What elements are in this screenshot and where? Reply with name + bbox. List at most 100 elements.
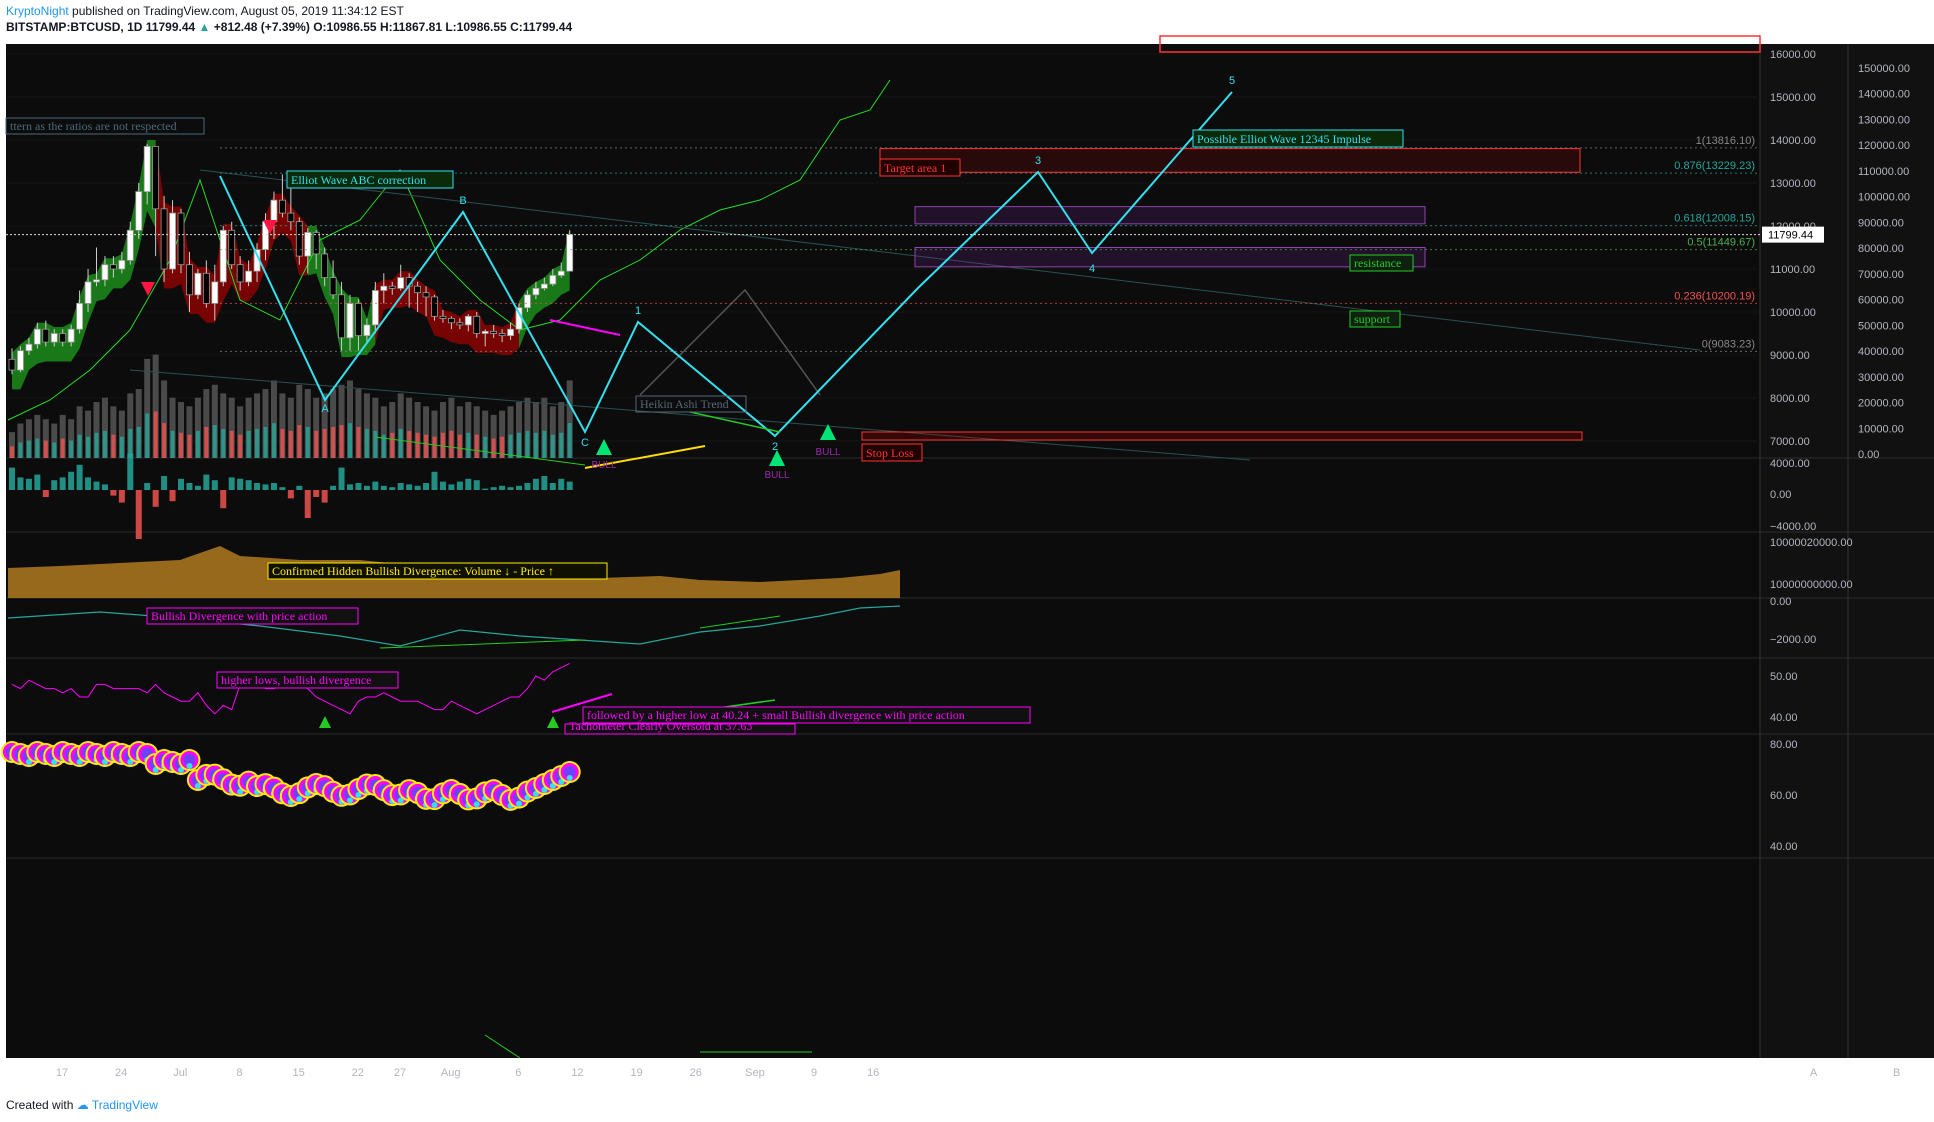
volume-bar	[135, 389, 142, 458]
macd-bar	[186, 483, 193, 490]
macd-bar	[76, 464, 83, 490]
tachometer-note: Tachometer Clearly Oversold at 37.63	[569, 719, 752, 733]
trend-line-upper	[199, 169, 1701, 351]
macd-bar	[516, 485, 522, 490]
volume-bar-inner	[136, 426, 141, 458]
candle	[422, 292, 430, 298]
volume-bar-inner	[491, 438, 496, 458]
wave-point-label: 5	[1229, 75, 1235, 87]
wave-point-label: B	[459, 195, 466, 207]
price-tick-label: 11000.00	[1770, 264, 1815, 276]
volume-bar-inner	[339, 425, 344, 458]
low-value: 10986.55	[456, 20, 507, 34]
tradingview-logo-icon[interactable]: ☁	[76, 1098, 89, 1112]
candle	[245, 270, 253, 283]
x-tick-label: Jul	[173, 1067, 187, 1079]
volume-bar	[110, 406, 117, 458]
volume-bar-inner	[94, 432, 99, 458]
candle	[101, 264, 109, 281]
price-scale-background	[1760, 44, 1934, 1058]
volume-bar-inner	[525, 430, 530, 458]
x-tick-label: 19	[630, 1067, 642, 1079]
macd-bar	[220, 490, 227, 509]
macd-bar	[110, 490, 117, 496]
volume-bar-inner	[255, 428, 260, 458]
candle	[371, 290, 379, 326]
volume-bar	[42, 419, 49, 458]
candle	[202, 272, 210, 304]
macd-bar	[279, 487, 286, 490]
wave-point-label: 4	[1089, 263, 1095, 275]
volume-bar	[220, 393, 227, 458]
candle	[126, 229, 134, 261]
volume-bar	[507, 406, 514, 458]
volume-bar-inner	[263, 426, 268, 458]
macd-bar	[524, 483, 531, 490]
bull-signal-icon	[769, 450, 785, 466]
macd-tick-label: 4000.00	[1770, 458, 1810, 470]
x-tick-label: 12	[571, 1067, 583, 1079]
ohlc-line: BITSTAMP:BTCUSD, 1D 11799.44 ▲ +812.48 (…	[6, 20, 572, 34]
candle	[304, 232, 312, 257]
top-target-box	[1159, 35, 1761, 53]
support-label-box	[1349, 310, 1401, 328]
chart-background	[6, 44, 1934, 1058]
volume-tick-label: 100000.00	[1858, 192, 1910, 204]
volume-bar-inner	[10, 446, 14, 458]
impulse-label: Possible Elliot Wave 12345 Impulse	[1197, 132, 1371, 146]
x-tick-label: 22	[352, 1067, 364, 1079]
macd-bar	[68, 471, 75, 490]
tradingview-link[interactable]: TradingView	[91, 1098, 158, 1112]
candle	[118, 259, 126, 270]
macd-bar	[330, 485, 337, 490]
macd-bar	[355, 483, 362, 490]
volume-tick-label: 60000.00	[1858, 295, 1904, 307]
candle	[42, 328, 50, 343]
candle	[549, 275, 557, 285]
osc-bubble	[355, 792, 362, 799]
volume-bar	[59, 414, 66, 458]
volume-bar-inner	[424, 434, 429, 458]
volume-bar	[169, 397, 176, 458]
macd-bar	[228, 477, 235, 490]
volume-bar-inner	[128, 428, 133, 458]
candle	[456, 322, 464, 326]
macd-bar	[51, 480, 58, 490]
volume-bar-inner	[111, 434, 116, 458]
volume-bar-inner	[407, 430, 412, 458]
osc-divergence-line	[484, 1034, 521, 1059]
candle	[321, 253, 329, 278]
volume-bar-inner	[102, 430, 107, 458]
volume-bar	[34, 414, 41, 458]
author-link[interactable]: KryptoNight	[6, 4, 69, 18]
wave-point-label: 2	[772, 441, 778, 453]
resistance-box	[914, 206, 1426, 225]
volume-bar	[431, 410, 438, 458]
volume-bar-inner	[542, 430, 547, 458]
candle	[397, 277, 405, 289]
obv-divergence-label: Confirmed Hidden Bullish Divergence: Vol…	[272, 564, 554, 578]
volume-bar-inner	[187, 434, 192, 458]
candle	[50, 333, 58, 343]
candle	[388, 285, 396, 289]
macd-bar	[389, 487, 396, 490]
volume-bar	[211, 384, 218, 458]
candle	[473, 315, 481, 334]
macd-bar	[372, 481, 379, 490]
volume-bar	[355, 389, 362, 458]
fib-label: 0.5(11449.67)	[1687, 237, 1755, 249]
macd-bar	[490, 487, 497, 490]
macd-bar	[347, 484, 353, 490]
macd-bar	[118, 490, 125, 503]
volume-bar	[397, 393, 404, 458]
green-arrow	[374, 436, 586, 466]
volume-bar	[144, 358, 151, 458]
volume-bar-inner	[398, 428, 403, 458]
candle	[312, 232, 320, 255]
close-label: C:	[510, 20, 523, 34]
candle	[186, 264, 193, 296]
volume-bar	[330, 389, 337, 458]
green-arrow-2	[689, 411, 781, 433]
candle	[160, 208, 168, 270]
